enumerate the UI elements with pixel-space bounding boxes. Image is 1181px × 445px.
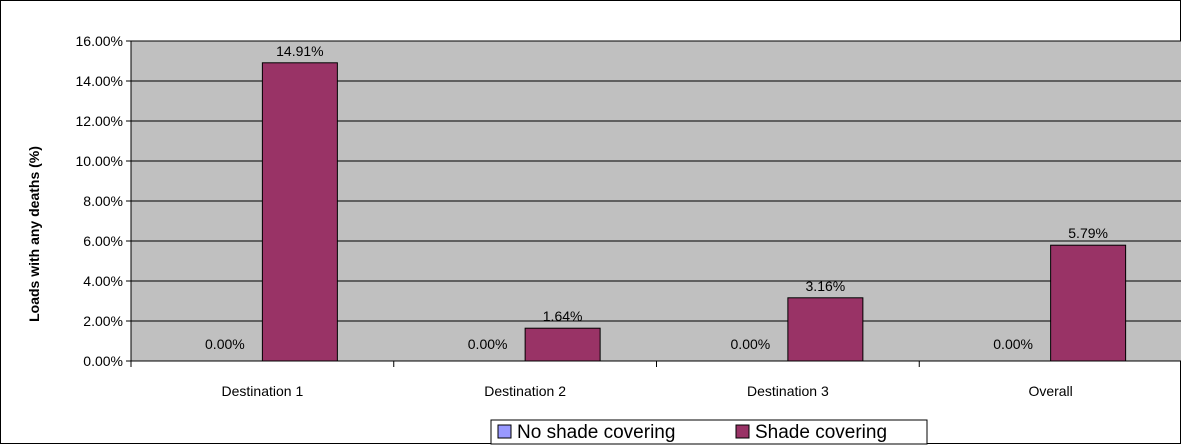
data-label: 3.16% bbox=[806, 278, 846, 294]
data-label: 0.00% bbox=[993, 336, 1033, 352]
x-tick-label: Overall bbox=[1028, 383, 1072, 399]
y-tick-label: 4.00% bbox=[83, 273, 123, 289]
bar bbox=[787, 297, 864, 362]
y-tick-label: 6.00% bbox=[83, 233, 123, 249]
legend-swatch-shade bbox=[735, 424, 750, 439]
y-tick-label: 16.00% bbox=[76, 33, 123, 49]
bar bbox=[261, 62, 338, 362]
data-labels: 0.00% 0.00% 0.00% 0.00% 14.91% 1.64% 3.16% 5.79… bbox=[205, 43, 1108, 352]
y-axis: 0.00% 2.00% 4.00% 6.00% 8.00% 10.00% 12.00% 14.… bbox=[76, 33, 132, 369]
legend: No shade covering Shade covering bbox=[490, 419, 928, 445]
y-tick-label: 0.00% bbox=[83, 353, 123, 369]
y-tick-label: 12.00% bbox=[76, 113, 123, 129]
data-label: 5.79% bbox=[1068, 225, 1108, 241]
legend-label-shade: Shade covering bbox=[755, 422, 887, 443]
legend-swatch-no-shade bbox=[497, 424, 512, 439]
legend-label-no-shade: No shade covering bbox=[517, 422, 675, 443]
bar bbox=[1050, 244, 1127, 362]
legend-box bbox=[490, 419, 928, 445]
data-label: 0.00% bbox=[468, 336, 508, 352]
bars bbox=[261, 62, 1127, 362]
data-label: 0.00% bbox=[731, 336, 771, 352]
y-tick-label: 8.00% bbox=[83, 193, 123, 209]
data-label: 14.91% bbox=[276, 43, 323, 59]
y-tick-label: 14.00% bbox=[76, 73, 123, 89]
x-axis: Destination 1 Destination 2 Destination 3 O… bbox=[130, 360, 1181, 399]
data-label: 1.64% bbox=[543, 308, 583, 324]
y-tick-label: 10.00% bbox=[76, 153, 123, 169]
x-tick-label: Destination 3 bbox=[747, 383, 829, 399]
data-label: 0.00% bbox=[205, 336, 245, 352]
y-tick-label: 2.00% bbox=[83, 313, 123, 329]
bar bbox=[524, 327, 601, 362]
y-axis-title: Loads with any deaths (%) bbox=[26, 146, 42, 322]
x-tick-label: Destination 1 bbox=[222, 383, 304, 399]
x-tick-label: Destination 2 bbox=[484, 383, 566, 399]
